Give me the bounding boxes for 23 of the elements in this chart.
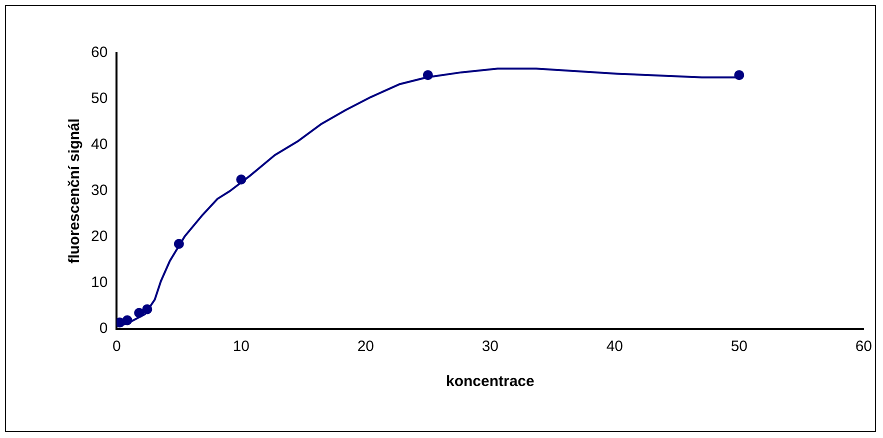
y-tick-label: 40 [90,136,108,154]
x-tick-label: 0 [112,338,121,356]
point [734,70,744,80]
y-tick-label: 30 [90,182,108,200]
point [174,238,184,249]
point [134,308,144,318]
y-tick-label: 20 [90,228,108,246]
y-tick-label: 0 [99,320,108,338]
x-tick-label: 50 [730,338,748,356]
x-tick-label: 60 [855,338,872,356]
y-tick-label: 50 [90,90,108,108]
y-axis-title: fluorescenční signál [66,118,84,264]
x-tick-label: 10 [232,338,250,356]
x-axis-title: koncentrace [446,373,534,390]
point [122,315,132,326]
x-tick-label: 40 [606,338,624,356]
y-tick-label: 10 [90,274,108,292]
x-tick-label: 20 [357,338,374,356]
y-tick-label: 60 [90,44,108,62]
point [142,304,152,314]
x-tick-label: 30 [482,338,499,356]
point [422,70,433,80]
point [236,174,246,184]
